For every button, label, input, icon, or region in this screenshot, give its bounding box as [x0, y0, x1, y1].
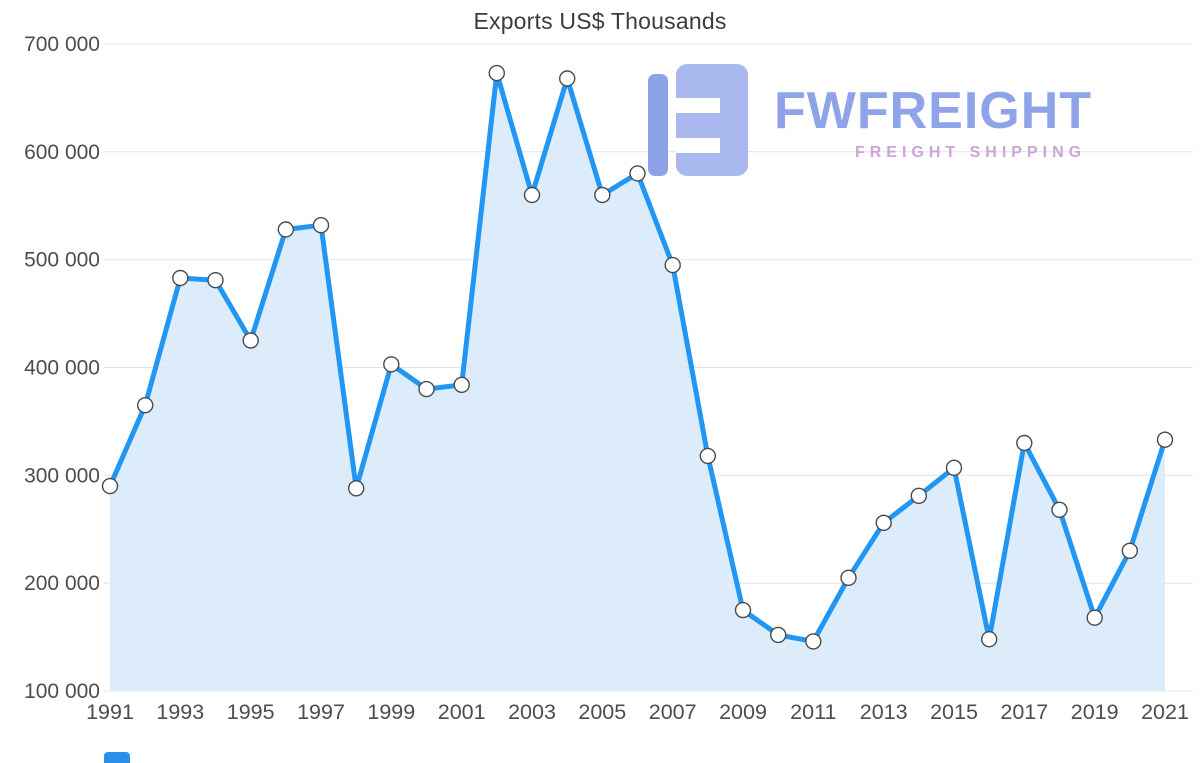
data-point-marker [418, 380, 435, 398]
logo-wordmark: FWFREIGHT [774, 82, 1093, 140]
partial-blue-element [104, 752, 130, 763]
logo-text-block: FWFREIGHT FREIGHT SHIPPING [774, 64, 1092, 162]
x-axis-label: 1993 [156, 700, 204, 724]
data-point-marker [277, 221, 294, 238]
data-point-marker [172, 269, 189, 287]
x-axis-label: 2003 [508, 700, 556, 724]
data-point-marker [1121, 542, 1139, 559]
logo-tagline: FREIGHT SHIPPING [854, 143, 1087, 161]
data-point-marker [594, 186, 611, 204]
x-axis-label: 2019 [1071, 700, 1119, 724]
x-axis-label: 2009 [719, 700, 767, 724]
data-point-marker [136, 397, 154, 414]
data-point-marker [945, 459, 963, 476]
x-axis-label: 1999 [367, 700, 415, 724]
x-axis-label: 2015 [930, 700, 978, 724]
x-axis-label: 2005 [578, 700, 626, 724]
data-point-marker [805, 633, 822, 650]
data-point-marker [910, 487, 927, 504]
chart-title: Exports US$ Thousands [473, 8, 727, 34]
x-axis-label: 1997 [297, 700, 345, 724]
y-axis-label: 200 000 [24, 572, 100, 595]
y-axis-label: 600 000 [24, 141, 100, 164]
data-point-marker [664, 256, 681, 274]
y-axis-label: 300 000 [24, 464, 100, 487]
data-point-marker [312, 216, 330, 234]
watermark-logo: FWFREIGHT FREIGHT SHIPPING [648, 64, 1092, 184]
data-point-marker [488, 64, 505, 82]
data-point-marker [699, 447, 716, 465]
x-axis-label: 1995 [227, 700, 275, 724]
y-axis-label: 100 000 [24, 680, 100, 703]
y-axis-label: 500 000 [24, 249, 100, 272]
y-axis-label: 700 000 [24, 33, 100, 56]
x-axis-label: 2001 [438, 700, 486, 724]
data-point-marker [383, 356, 400, 373]
y-axis-label: 400 000 [24, 357, 100, 380]
x-axis-label: 2017 [1000, 700, 1048, 724]
data-point-marker [242, 332, 259, 349]
data-point-marker [875, 514, 892, 531]
data-point-marker [1016, 434, 1033, 452]
data-point-marker [559, 70, 576, 87]
x-axis-label: 2011 [790, 700, 836, 724]
data-point-marker [981, 631, 998, 648]
data-point-marker [1051, 501, 1068, 518]
data-point-marker [734, 601, 752, 619]
data-point-marker [1086, 609, 1103, 626]
data-point-marker [1156, 431, 1174, 448]
area-fill [110, 73, 1165, 692]
x-axis-label: 1991 [86, 700, 134, 724]
x-axis-label: 2013 [860, 700, 908, 724]
x-axis-label: 2007 [649, 700, 697, 724]
data-point-marker [348, 480, 365, 497]
data-point-marker [453, 376, 470, 393]
x-axis-label: 2021 [1141, 700, 1189, 724]
data-point-marker [840, 569, 857, 586]
fwfreight-logo-icon [648, 64, 748, 176]
data-point-marker [770, 626, 787, 644]
data-point-marker [101, 477, 119, 495]
data-point-marker [523, 186, 541, 204]
data-point-marker [629, 165, 646, 182]
data-point-marker [207, 272, 224, 289]
